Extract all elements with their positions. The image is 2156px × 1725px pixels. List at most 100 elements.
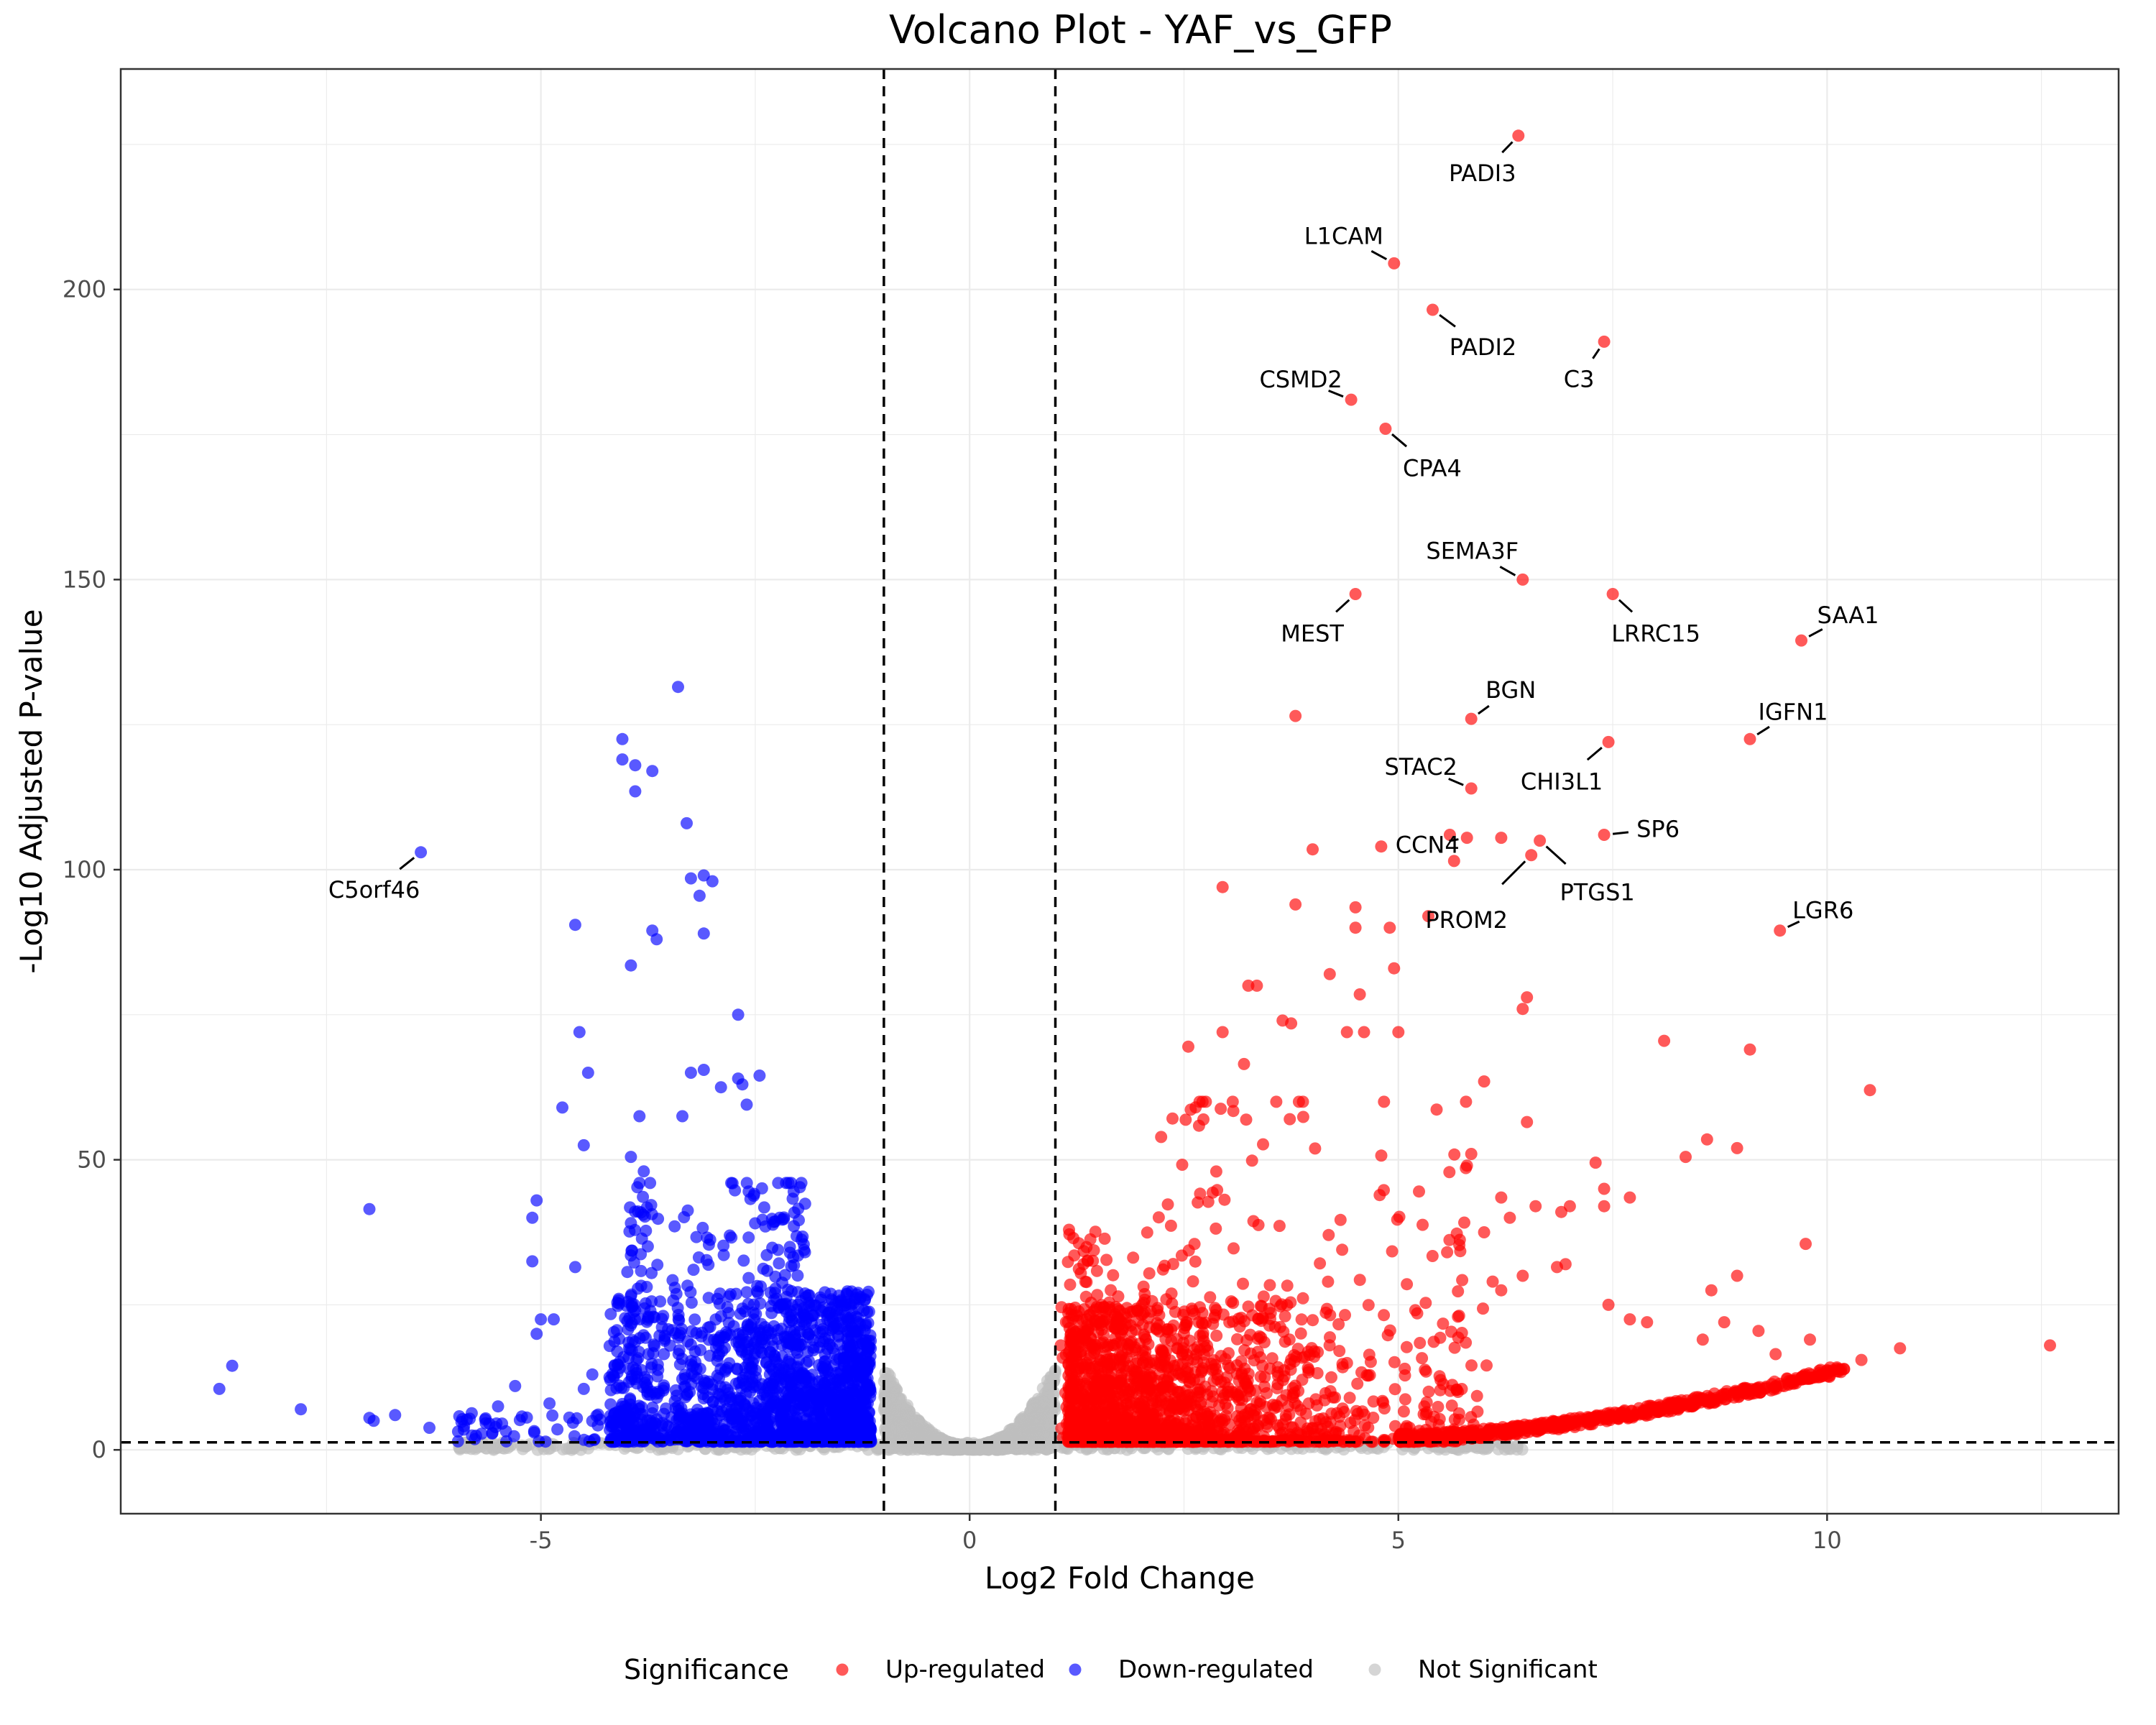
point-up	[1082, 1373, 1095, 1386]
point-up	[1100, 1254, 1113, 1266]
point-up	[1082, 1337, 1095, 1350]
point-up	[1448, 1341, 1461, 1354]
point-up	[1284, 1296, 1297, 1309]
point-up	[1219, 1353, 1232, 1366]
point-up	[1196, 1095, 1209, 1108]
point-down	[817, 1335, 830, 1348]
point-up	[1295, 1313, 1308, 1326]
point-up	[1363, 1348, 1376, 1361]
point-up	[1317, 1412, 1330, 1425]
point-up	[1137, 1432, 1150, 1444]
point-down	[654, 1295, 667, 1308]
point-up	[1151, 1411, 1164, 1424]
point-up	[1130, 1387, 1143, 1400]
point-up	[1105, 1284, 1118, 1297]
point-up	[1480, 1359, 1493, 1372]
point-up	[1362, 1299, 1375, 1312]
point-up	[1254, 1370, 1267, 1383]
point-up	[1161, 1198, 1174, 1211]
point-up	[1170, 1431, 1183, 1444]
point-up	[1095, 1368, 1108, 1381]
point-up	[1471, 1405, 1484, 1418]
point-up	[1340, 1356, 1353, 1369]
point-up	[1443, 1233, 1456, 1246]
point-up	[1068, 1249, 1081, 1262]
point-up	[1240, 1334, 1253, 1347]
point-not-significant	[1018, 1420, 1031, 1432]
point-up	[1291, 1343, 1304, 1356]
point-up	[1270, 1095, 1283, 1108]
point-not-significant	[880, 1380, 893, 1393]
point-not-significant	[1031, 1396, 1044, 1409]
point-up	[1239, 1376, 1252, 1389]
point-up	[1210, 1304, 1222, 1317]
point-up	[1155, 1348, 1168, 1361]
point-up	[1416, 1218, 1429, 1231]
point-up	[1177, 1328, 1190, 1340]
point-up	[1248, 1420, 1261, 1433]
point-up	[1322, 1275, 1335, 1288]
point-up	[1445, 1399, 1458, 1412]
point-up	[1266, 1352, 1279, 1365]
point-up	[1168, 1360, 1180, 1372]
point-up	[1322, 1228, 1335, 1241]
point-up	[1242, 1300, 1255, 1313]
point-up	[1324, 1385, 1337, 1398]
point-up	[1283, 1333, 1296, 1346]
point-down	[848, 1325, 861, 1338]
point-up	[1055, 1301, 1068, 1314]
point-not-significant	[898, 1402, 911, 1415]
point-up	[1351, 1407, 1364, 1420]
point-up	[1067, 1232, 1079, 1245]
point-up	[1400, 1340, 1413, 1353]
point-up	[1125, 1345, 1138, 1358]
point-up	[1388, 1356, 1401, 1368]
point-up	[1334, 1213, 1347, 1226]
point-up	[1319, 1306, 1332, 1319]
point-up	[1084, 1425, 1097, 1438]
point-up	[1107, 1400, 1120, 1413]
point-up	[1343, 1392, 1356, 1404]
point-up	[1307, 1314, 1319, 1327]
point-up	[1274, 1428, 1287, 1440]
point-up	[1367, 1395, 1380, 1408]
point-up	[1146, 1394, 1159, 1407]
point-up	[1187, 1374, 1200, 1386]
point-not-significant	[1031, 1443, 1044, 1456]
point-up	[1456, 1274, 1469, 1287]
point-not-significant	[1005, 1425, 1018, 1438]
point-up	[1155, 1131, 1168, 1144]
point-up	[1437, 1378, 1450, 1391]
point-up	[1092, 1405, 1105, 1418]
point-up	[1420, 1406, 1433, 1419]
point-up	[1115, 1384, 1128, 1397]
point-up	[1399, 1369, 1411, 1382]
point-up	[1288, 1355, 1301, 1368]
point-up	[1141, 1226, 1153, 1239]
point-up	[1056, 1431, 1069, 1444]
point-up	[1054, 1339, 1067, 1352]
point-up	[1302, 1397, 1315, 1410]
point-up	[1166, 1258, 1179, 1271]
point-up	[1192, 1196, 1204, 1209]
point-up	[1217, 1435, 1230, 1448]
point-up	[1433, 1412, 1446, 1425]
point-not-significant	[879, 1366, 892, 1379]
point-up	[1416, 1352, 1429, 1365]
point-up	[1207, 1374, 1220, 1387]
point-not-significant	[903, 1436, 916, 1449]
point-up	[1244, 1403, 1257, 1416]
point-up	[1197, 1414, 1210, 1427]
point-up	[1164, 1219, 1177, 1232]
point-up	[1386, 1245, 1399, 1258]
point-up	[1061, 1315, 1074, 1328]
point-up	[1362, 1421, 1375, 1434]
point-up	[1130, 1366, 1143, 1379]
point-not-significant	[1010, 1441, 1022, 1454]
point-up	[1353, 1274, 1366, 1287]
point-not-significant	[561, 1443, 573, 1455]
point-not-significant	[889, 1438, 902, 1450]
point-up	[1183, 1427, 1195, 1440]
point-up	[1146, 1354, 1159, 1367]
